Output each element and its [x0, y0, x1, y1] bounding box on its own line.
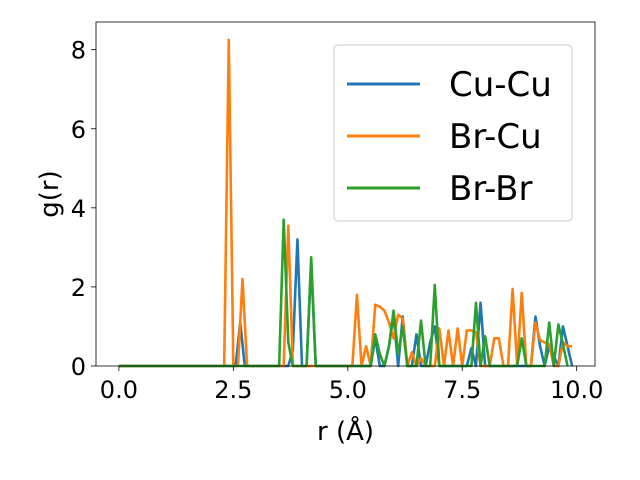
legend: Cu-Cu Br-Cu Br-Br: [333, 44, 573, 222]
y-tick-label: 2: [71, 274, 86, 302]
axes-frame: [95, 21, 596, 367]
x-tick-label: 0.0: [100, 376, 138, 404]
x-ticks: 0.0 2.5 5.0 7.5 10.0: [100, 366, 603, 404]
x-axis-label: r (Å): [317, 415, 374, 447]
x-tick-label: 7.5: [443, 376, 481, 404]
legend-label-2: Br-Br: [449, 169, 533, 209]
legend-label-1: Br-Cu: [449, 117, 542, 157]
legend-label-0: Cu-Cu: [449, 65, 552, 105]
series-line-0: [118, 238, 574, 368]
y-tick-label: 6: [71, 116, 86, 144]
y-tick-label: 4: [71, 195, 86, 223]
x-tick-label: 2.5: [214, 376, 252, 404]
y-ticks: 0 2 4 6 8: [71, 37, 96, 381]
legend-box: [333, 44, 573, 222]
x-tick-label: 5.0: [329, 376, 367, 404]
x-tick-label: 10.0: [550, 376, 603, 404]
y-axis-label: g(r): [35, 170, 65, 217]
y-tick-label: 8: [71, 37, 86, 65]
y-tick-label: 0: [71, 353, 86, 381]
series-line-2: [118, 218, 569, 368]
